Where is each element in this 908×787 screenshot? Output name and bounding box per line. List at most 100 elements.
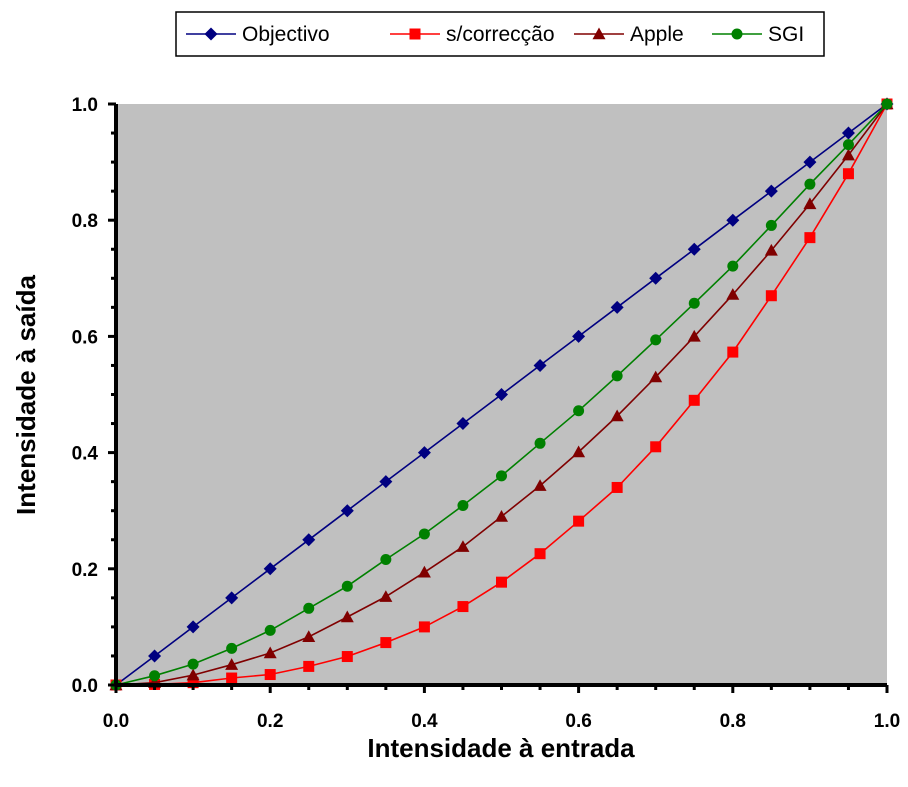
data-point-s-correccao bbox=[688, 394, 700, 406]
legend-entry-apple: Apple bbox=[574, 23, 684, 46]
legend-marker-apple bbox=[592, 27, 606, 40]
data-point-apple bbox=[687, 329, 701, 342]
data-point-objectivo bbox=[687, 242, 701, 256]
y-tick-label: 0.0 bbox=[72, 676, 98, 697]
data-point-sgi bbox=[457, 499, 469, 511]
x-tick-label: 0.2 bbox=[257, 711, 283, 732]
series-layer bbox=[109, 97, 894, 692]
data-point-s-correccao bbox=[650, 441, 662, 453]
data-point-apple bbox=[533, 479, 547, 491]
data-point-s-correccao bbox=[457, 601, 469, 613]
legend-entries: Objectivo s/correcção Apple SGI bbox=[186, 23, 804, 46]
data-point-objectivo bbox=[148, 649, 162, 663]
data-point-s-correccao bbox=[341, 651, 353, 663]
data-point-apple bbox=[186, 668, 200, 681]
data-point-sgi bbox=[842, 139, 854, 151]
data-point-objectivo bbox=[263, 562, 277, 576]
data-point-apple bbox=[803, 197, 817, 210]
data-point-apple bbox=[764, 243, 778, 256]
data-point-objectivo bbox=[340, 504, 354, 518]
y-tick-label: 1.0 bbox=[72, 95, 98, 116]
data-point-s-correccao bbox=[187, 677, 199, 689]
x-axis-title: Intensidade à entrada bbox=[367, 733, 635, 763]
data-point-s-correccao bbox=[765, 290, 777, 302]
data-point-sgi bbox=[380, 554, 392, 566]
data-point-apple bbox=[417, 565, 431, 578]
legend-label-s-correccao: s/correcção bbox=[446, 23, 555, 46]
y-axis-title: Intensidade à saída bbox=[11, 275, 41, 515]
legend-label-objectivo: Objectivo bbox=[242, 23, 330, 46]
data-point-s-correccao bbox=[727, 346, 739, 358]
y-tick-label: 0.4 bbox=[72, 444, 99, 465]
data-point-sgi bbox=[149, 670, 161, 682]
data-point-objectivo bbox=[417, 446, 431, 460]
data-point-sgi bbox=[765, 219, 777, 231]
y-tick-label: 0.6 bbox=[72, 327, 98, 348]
data-point-apple bbox=[340, 610, 354, 623]
data-point-sgi bbox=[418, 528, 430, 540]
data-point-sgi bbox=[650, 334, 662, 346]
data-point-objectivo bbox=[610, 300, 624, 314]
data-point-objectivo bbox=[803, 155, 817, 169]
data-point-objectivo bbox=[726, 213, 740, 227]
tick-layer: 0.0 0.2 0.4 0.6 0.8 1.0 0.0 0.2 0.4 0.6 0.8 1.0 bbox=[72, 95, 901, 732]
legend-entry-sgi: SGI bbox=[712, 23, 804, 46]
data-point-apple bbox=[841, 148, 855, 161]
data-point-apple bbox=[495, 510, 508, 522]
legend-entry-objectivo: Objectivo bbox=[186, 23, 330, 46]
data-point-sgi bbox=[187, 658, 199, 670]
data-point-sgi bbox=[804, 178, 816, 190]
data-point-sgi bbox=[226, 642, 238, 654]
data-point-s-correccao bbox=[226, 672, 238, 684]
data-point-objectivo bbox=[495, 388, 508, 401]
data-point-sgi bbox=[341, 580, 353, 592]
data-point-s-correccao bbox=[418, 621, 430, 633]
data-point-objectivo bbox=[572, 329, 586, 343]
legend-marker-s-correccao bbox=[409, 28, 421, 40]
x-tick-label: 0.8 bbox=[720, 711, 746, 732]
data-point-objectivo bbox=[456, 417, 470, 431]
data-point-sgi bbox=[881, 98, 893, 110]
data-point-objectivo bbox=[379, 475, 393, 489]
data-point-sgi bbox=[303, 602, 315, 614]
data-point-objectivo bbox=[225, 591, 239, 605]
data-point-sgi bbox=[727, 260, 739, 272]
x-tick-label: 0.6 bbox=[565, 711, 591, 732]
data-point-apple bbox=[302, 630, 316, 642]
data-point-sgi bbox=[573, 405, 585, 417]
data-point-sgi bbox=[688, 297, 700, 309]
data-point-s-correccao bbox=[380, 637, 392, 649]
data-point-sgi bbox=[611, 370, 623, 382]
data-point-s-correccao bbox=[303, 660, 315, 672]
data-point-sgi bbox=[534, 437, 546, 449]
data-point-apple bbox=[263, 646, 277, 659]
data-point-s-correccao bbox=[804, 232, 816, 244]
data-point-s-correccao bbox=[264, 669, 276, 681]
legend-label-sgi: SGI bbox=[768, 23, 804, 46]
legend-label-apple: Apple bbox=[630, 23, 684, 46]
y-tick-label: 0.2 bbox=[72, 560, 98, 581]
y-tick-label: 0.8 bbox=[72, 211, 98, 232]
legend: Objectivo s/correcção Apple SGI bbox=[175, 11, 825, 57]
legend-marker-objectivo bbox=[204, 27, 218, 41]
data-point-s-correccao bbox=[611, 481, 623, 493]
data-point-sgi bbox=[264, 624, 276, 636]
data-point-objectivo bbox=[186, 620, 200, 634]
data-point-s-correccao bbox=[534, 548, 546, 560]
data-point-objectivo bbox=[533, 358, 547, 372]
data-point-sgi bbox=[496, 470, 507, 482]
data-point-objectivo bbox=[302, 533, 316, 547]
data-point-s-correccao bbox=[496, 576, 507, 588]
data-point-apple bbox=[610, 409, 624, 422]
data-point-objectivo bbox=[649, 271, 663, 285]
data-point-apple bbox=[649, 370, 663, 383]
data-point-apple bbox=[379, 590, 393, 602]
legend-marker-sgi bbox=[731, 28, 743, 40]
x-tick-label: 0.4 bbox=[411, 711, 438, 732]
x-tick-label: 0.0 bbox=[103, 711, 129, 732]
data-point-objectivo bbox=[764, 184, 778, 198]
x-tick-label: 1.0 bbox=[874, 711, 900, 732]
legend-entry-s-correccao: s/correcção bbox=[390, 23, 555, 46]
data-point-apple bbox=[726, 288, 740, 300]
